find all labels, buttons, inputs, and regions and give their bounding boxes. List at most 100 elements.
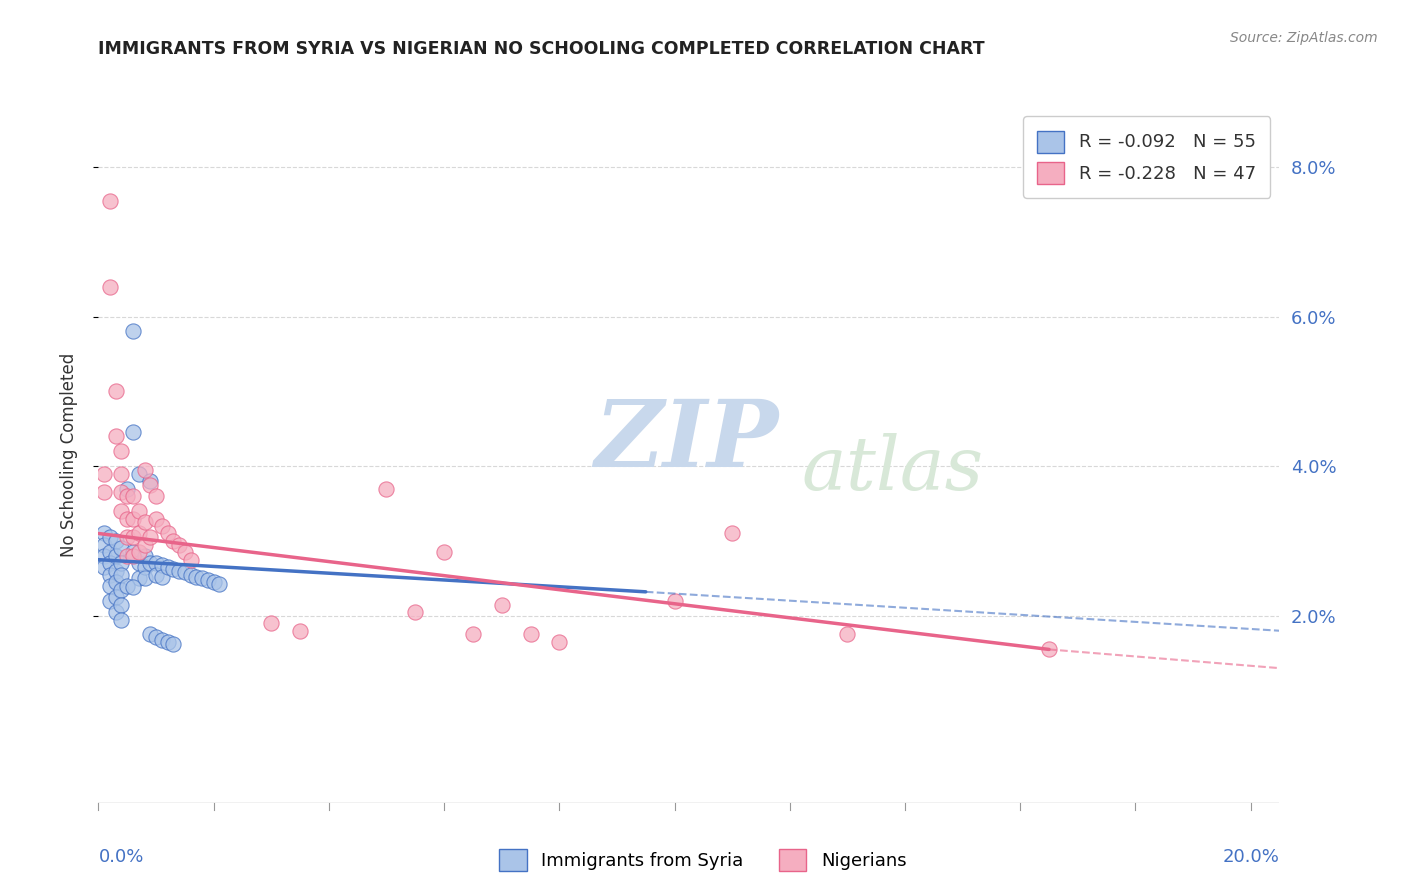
Point xyxy=(110,485,132,500)
Point xyxy=(122,425,145,440)
Text: IMMIGRANTS FROM SYRIA VS NIGERIAN NO SCHOOLING COMPLETED CORRELATION CHART: IMMIGRANTS FROM SYRIA VS NIGERIAN NO SCH… xyxy=(98,40,986,58)
Point xyxy=(110,582,132,597)
Point xyxy=(134,515,156,529)
Point xyxy=(202,575,225,590)
Point xyxy=(461,627,484,641)
Point xyxy=(93,467,115,481)
Point xyxy=(139,478,162,492)
Point xyxy=(93,526,115,541)
Point xyxy=(93,560,115,574)
Point xyxy=(93,549,115,563)
Point xyxy=(139,530,162,544)
Point xyxy=(115,530,138,544)
Point xyxy=(139,474,162,488)
Point xyxy=(122,530,145,544)
Point xyxy=(104,605,127,619)
Point xyxy=(98,194,121,208)
Point xyxy=(104,590,127,604)
Point xyxy=(115,511,138,525)
Point xyxy=(288,624,311,638)
Point xyxy=(110,557,132,571)
Point xyxy=(173,545,195,559)
Point xyxy=(110,504,132,518)
Point xyxy=(162,533,184,548)
Text: 20.0%: 20.0% xyxy=(1223,847,1279,866)
Text: ZIP: ZIP xyxy=(595,396,779,486)
Point xyxy=(98,557,121,571)
Point xyxy=(98,567,121,582)
Point xyxy=(93,538,115,552)
Point xyxy=(98,594,121,608)
Text: 0.0%: 0.0% xyxy=(98,847,143,866)
Point xyxy=(197,573,219,587)
Point xyxy=(104,549,127,563)
Legend: R = -0.092   N = 55, R = -0.228   N = 47: R = -0.092 N = 55, R = -0.228 N = 47 xyxy=(1024,116,1271,198)
Point xyxy=(139,557,162,571)
Point xyxy=(145,489,167,503)
Point xyxy=(128,467,150,481)
Point xyxy=(191,571,214,585)
Point xyxy=(156,526,179,541)
Point xyxy=(134,463,156,477)
Point xyxy=(122,325,145,339)
Point xyxy=(180,567,202,582)
Point xyxy=(122,511,145,525)
Point xyxy=(145,557,167,571)
Point xyxy=(134,560,156,574)
Point xyxy=(98,279,121,293)
Point xyxy=(145,567,167,582)
Text: atlas: atlas xyxy=(801,433,983,505)
Point xyxy=(110,598,132,612)
Point xyxy=(122,580,145,594)
Point xyxy=(134,549,156,563)
Point xyxy=(110,444,132,458)
Legend: Immigrants from Syria, Nigerians: Immigrants from Syria, Nigerians xyxy=(492,842,914,879)
Point xyxy=(162,562,184,576)
Point xyxy=(104,429,127,443)
Point xyxy=(110,467,132,481)
Point xyxy=(491,598,513,612)
Point xyxy=(104,533,127,548)
Point xyxy=(433,545,456,559)
Point xyxy=(115,549,138,563)
Point xyxy=(122,545,145,559)
Y-axis label: No Schooling Completed: No Schooling Completed xyxy=(59,353,77,557)
Point xyxy=(122,549,145,563)
Point xyxy=(208,576,231,591)
Point xyxy=(837,627,859,641)
Point xyxy=(404,605,426,619)
Point xyxy=(664,594,686,608)
Point xyxy=(721,526,744,541)
Point xyxy=(150,519,173,533)
Point xyxy=(186,570,208,584)
Point xyxy=(98,530,121,544)
Point xyxy=(139,627,162,641)
Point xyxy=(104,575,127,590)
Point xyxy=(260,616,283,631)
Point xyxy=(115,489,138,503)
Point xyxy=(134,571,156,585)
Point xyxy=(150,570,173,584)
Point xyxy=(173,566,195,580)
Point xyxy=(128,545,150,559)
Point xyxy=(104,564,127,578)
Point xyxy=(98,579,121,593)
Point xyxy=(115,482,138,496)
Point xyxy=(548,635,571,649)
Point xyxy=(128,504,150,518)
Point xyxy=(128,571,150,585)
Point xyxy=(156,635,179,649)
Point xyxy=(110,613,132,627)
Point xyxy=(180,552,202,566)
Point xyxy=(128,526,150,541)
Point xyxy=(104,384,127,399)
Point xyxy=(115,579,138,593)
Point xyxy=(134,538,156,552)
Point xyxy=(122,489,145,503)
Point xyxy=(1038,642,1060,657)
Point xyxy=(150,558,173,572)
Point xyxy=(93,485,115,500)
Point xyxy=(167,564,190,578)
Text: Source: ZipAtlas.com: Source: ZipAtlas.com xyxy=(1230,31,1378,45)
Point xyxy=(375,482,398,496)
